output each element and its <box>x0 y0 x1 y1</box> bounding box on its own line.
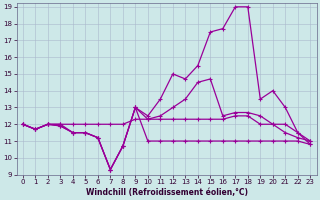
X-axis label: Windchill (Refroidissement éolien,°C): Windchill (Refroidissement éolien,°C) <box>85 188 248 197</box>
